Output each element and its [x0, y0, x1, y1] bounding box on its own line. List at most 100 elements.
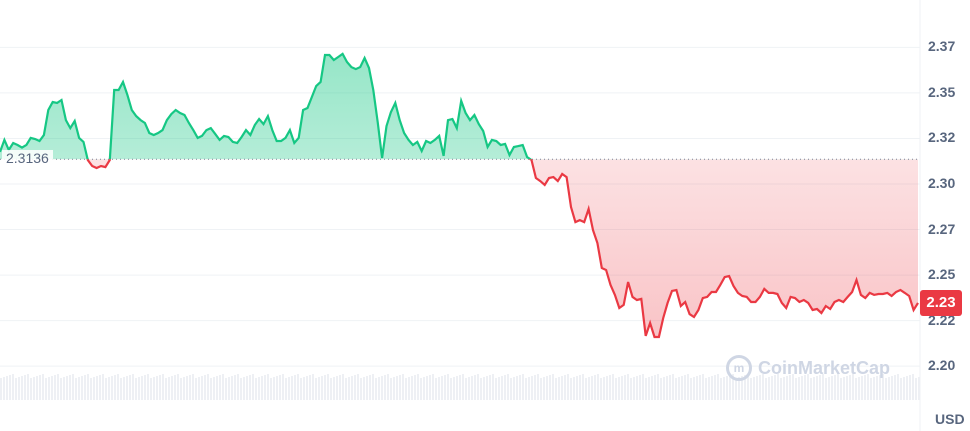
baseline-label: 2.3136 [2, 150, 53, 167]
volume-bar [123, 377, 125, 400]
volume-bar [0, 378, 2, 400]
volume-bar [174, 375, 176, 400]
volume-bar [600, 378, 602, 400]
volume-bar [867, 374, 869, 400]
volume-bar [456, 376, 458, 400]
volume-bar [468, 377, 470, 400]
volume-bar [915, 378, 917, 400]
volume-bar [654, 375, 656, 400]
volume-bar [570, 378, 572, 400]
volume-bar [369, 375, 371, 400]
volume-bar [510, 378, 512, 400]
volume-bar [159, 375, 161, 400]
volume-bar [531, 376, 533, 400]
volume-bar [180, 378, 182, 400]
volume-bar [219, 375, 221, 400]
volume-bar [876, 376, 878, 400]
volume-bar [246, 376, 248, 400]
volume-bar [567, 374, 569, 400]
volume-bar [207, 374, 209, 400]
volume-bar [285, 378, 287, 400]
volume-bar [339, 375, 341, 400]
volume-bar [93, 377, 95, 400]
volume-bar [393, 377, 395, 400]
volume-bar [918, 377, 920, 400]
volume-bar [576, 376, 578, 400]
volume-bar [444, 375, 446, 400]
volume-bar [750, 378, 752, 400]
volume-bar [396, 376, 398, 400]
volume-bar [48, 377, 50, 400]
volume-bar [618, 377, 620, 400]
volume-bar [681, 376, 683, 400]
volume-bar [816, 376, 818, 400]
volume-bar [432, 374, 434, 400]
volume-bar [642, 374, 644, 400]
volume-bar [909, 375, 911, 400]
volume-bar [423, 377, 425, 400]
volume-bar [243, 377, 245, 400]
volume-bar [753, 377, 755, 400]
volume-bar [831, 376, 833, 400]
volume-bar [501, 376, 503, 400]
volume-bar [837, 374, 839, 400]
volume-bar [726, 376, 728, 400]
volume-bar [27, 374, 29, 400]
volume-bar [276, 376, 278, 400]
y-tick-label: 2.20 [928, 357, 956, 374]
volume-bar [459, 375, 461, 400]
volume-bar [519, 375, 521, 400]
volume-bar [363, 377, 365, 400]
volume-bar [825, 378, 827, 400]
volume-bar [90, 378, 92, 400]
volume-bar [384, 375, 386, 400]
volume-bar [282, 374, 284, 400]
volume-bar [711, 376, 713, 400]
price-line-down [86, 159, 919, 339]
volume-bar [294, 375, 296, 400]
volume-bar [378, 377, 380, 400]
volume-bar [45, 378, 47, 400]
volume-bar [843, 377, 845, 400]
volume-bar [795, 378, 797, 400]
watermark-text: CoinMarketCap [758, 357, 891, 378]
volume-bar [381, 376, 383, 400]
volume-bar [636, 376, 638, 400]
volume-bar [603, 377, 605, 400]
volume-bar [213, 377, 215, 400]
volume-bar [261, 376, 263, 400]
volume-bar [900, 378, 902, 400]
volume-bar [759, 375, 761, 400]
volume-bar [912, 374, 914, 400]
volume-bar [615, 378, 617, 400]
volume-bar [462, 374, 464, 400]
volume-bar [702, 374, 704, 400]
volume-bar [60, 378, 62, 400]
volume-bar [645, 378, 647, 400]
volume-bar [522, 374, 524, 400]
volume-bar [228, 377, 230, 400]
volume-bar [606, 376, 608, 400]
volume-bar [336, 376, 338, 400]
volume-bar [150, 378, 152, 400]
volume-bar [849, 375, 851, 400]
volume-bar [171, 376, 173, 400]
volume-bar [102, 374, 104, 400]
y-tick-label: 2.32 [928, 129, 956, 146]
volume-bar [231, 376, 233, 400]
volume-bar [273, 377, 275, 400]
volume-bar [774, 375, 776, 400]
volume-bar [453, 377, 455, 400]
volume-bar [597, 374, 599, 400]
y-tick-label: 2.37 [928, 38, 956, 55]
volume-bar [873, 377, 875, 400]
volume-bar [783, 377, 785, 400]
volume-bar [879, 375, 881, 400]
volume-bar [354, 375, 356, 400]
volume-bar [117, 374, 119, 400]
volume-bar [540, 378, 542, 400]
volume-bar [696, 376, 698, 400]
volume-bar [507, 374, 509, 400]
volume-bar [405, 378, 407, 400]
